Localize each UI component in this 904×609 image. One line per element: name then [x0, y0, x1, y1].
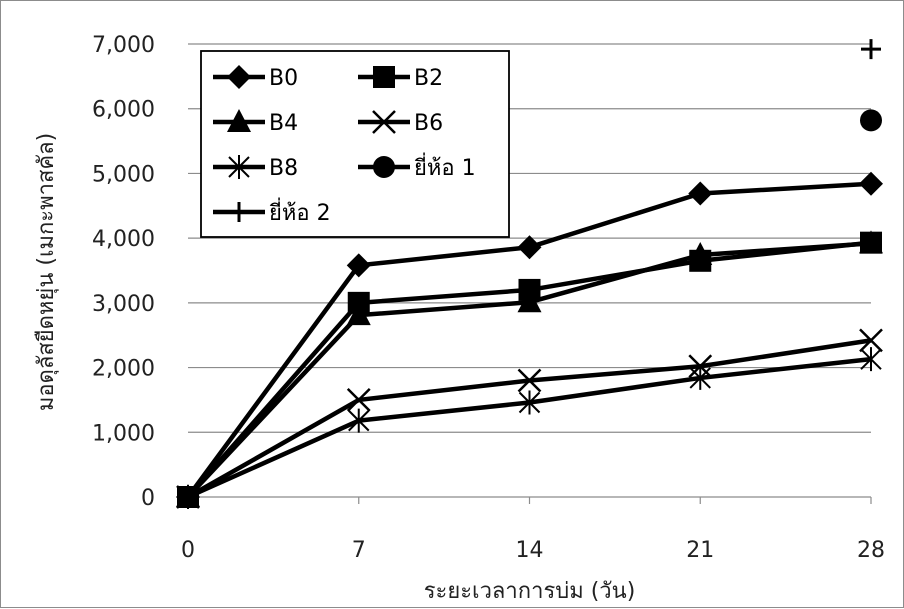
x-tick-label: 0: [181, 538, 195, 563]
legend-label: B2: [414, 66, 443, 91]
x-tick-label: 7: [352, 538, 366, 563]
data-point-b6: [517, 368, 542, 393]
y-tick-label: 6,000: [92, 98, 155, 123]
legend-box: [200, 50, 510, 238]
data-point-b8: [518, 390, 541, 415]
legend-marker: [372, 110, 396, 134]
legend-marker: [227, 109, 251, 132]
data-point-b6: [859, 328, 883, 353]
data-point-b4: [859, 230, 883, 254]
legend-label: ยี่ห้อ 2: [269, 197, 331, 226]
x-tick-label: 14: [516, 538, 544, 563]
data-point-b4: [346, 302, 371, 326]
series-line-b6: [186, 338, 872, 499]
legend-marker: [229, 202, 249, 222]
y-tick-label: 4,000: [92, 227, 155, 252]
data-point-b0: [517, 235, 542, 260]
data-point-1: [860, 109, 882, 132]
legend-marker: [373, 156, 395, 178]
legend-label: B8: [269, 156, 298, 181]
legend-label: B4: [269, 111, 298, 136]
y-tick-label: 1,000: [92, 421, 155, 446]
legend-marker: [227, 65, 251, 89]
x-tick-label: 21: [686, 538, 714, 563]
x-axis-title: ระยะเวลาการบ่ม (วัน): [424, 579, 636, 604]
data-point-b8: [348, 408, 370, 433]
y-tick-label: 5,000: [92, 162, 155, 187]
legend-label: B0: [269, 66, 298, 91]
data-point-b0: [859, 171, 883, 196]
y-tick-label: 2,000: [92, 357, 155, 382]
y-tick-label: 3,000: [92, 292, 155, 317]
y-axis-title: มอดุลัสยืดหยุ่น (เมกะพาสคัล): [34, 133, 59, 411]
data-point-b0: [688, 181, 713, 206]
data-point-b8: [689, 365, 711, 390]
legend-marker: [373, 66, 395, 88]
data-point-b4: [688, 241, 713, 265]
data-point-b8: [860, 347, 882, 372]
data-point-2: [861, 39, 881, 60]
legend-label: B6: [414, 111, 443, 136]
y-tick-label: 0: [141, 486, 155, 511]
y-tick-label: 7,000: [92, 33, 155, 58]
data-point-b4: [517, 289, 542, 313]
x-tick-label: 28: [857, 538, 885, 563]
legend-label: ยี่ห้อ 1: [414, 152, 476, 181]
data-point-b0: [346, 253, 371, 278]
data-point-b6: [346, 388, 371, 412]
data-point-b8: [177, 485, 199, 509]
legend-marker: [228, 155, 250, 179]
